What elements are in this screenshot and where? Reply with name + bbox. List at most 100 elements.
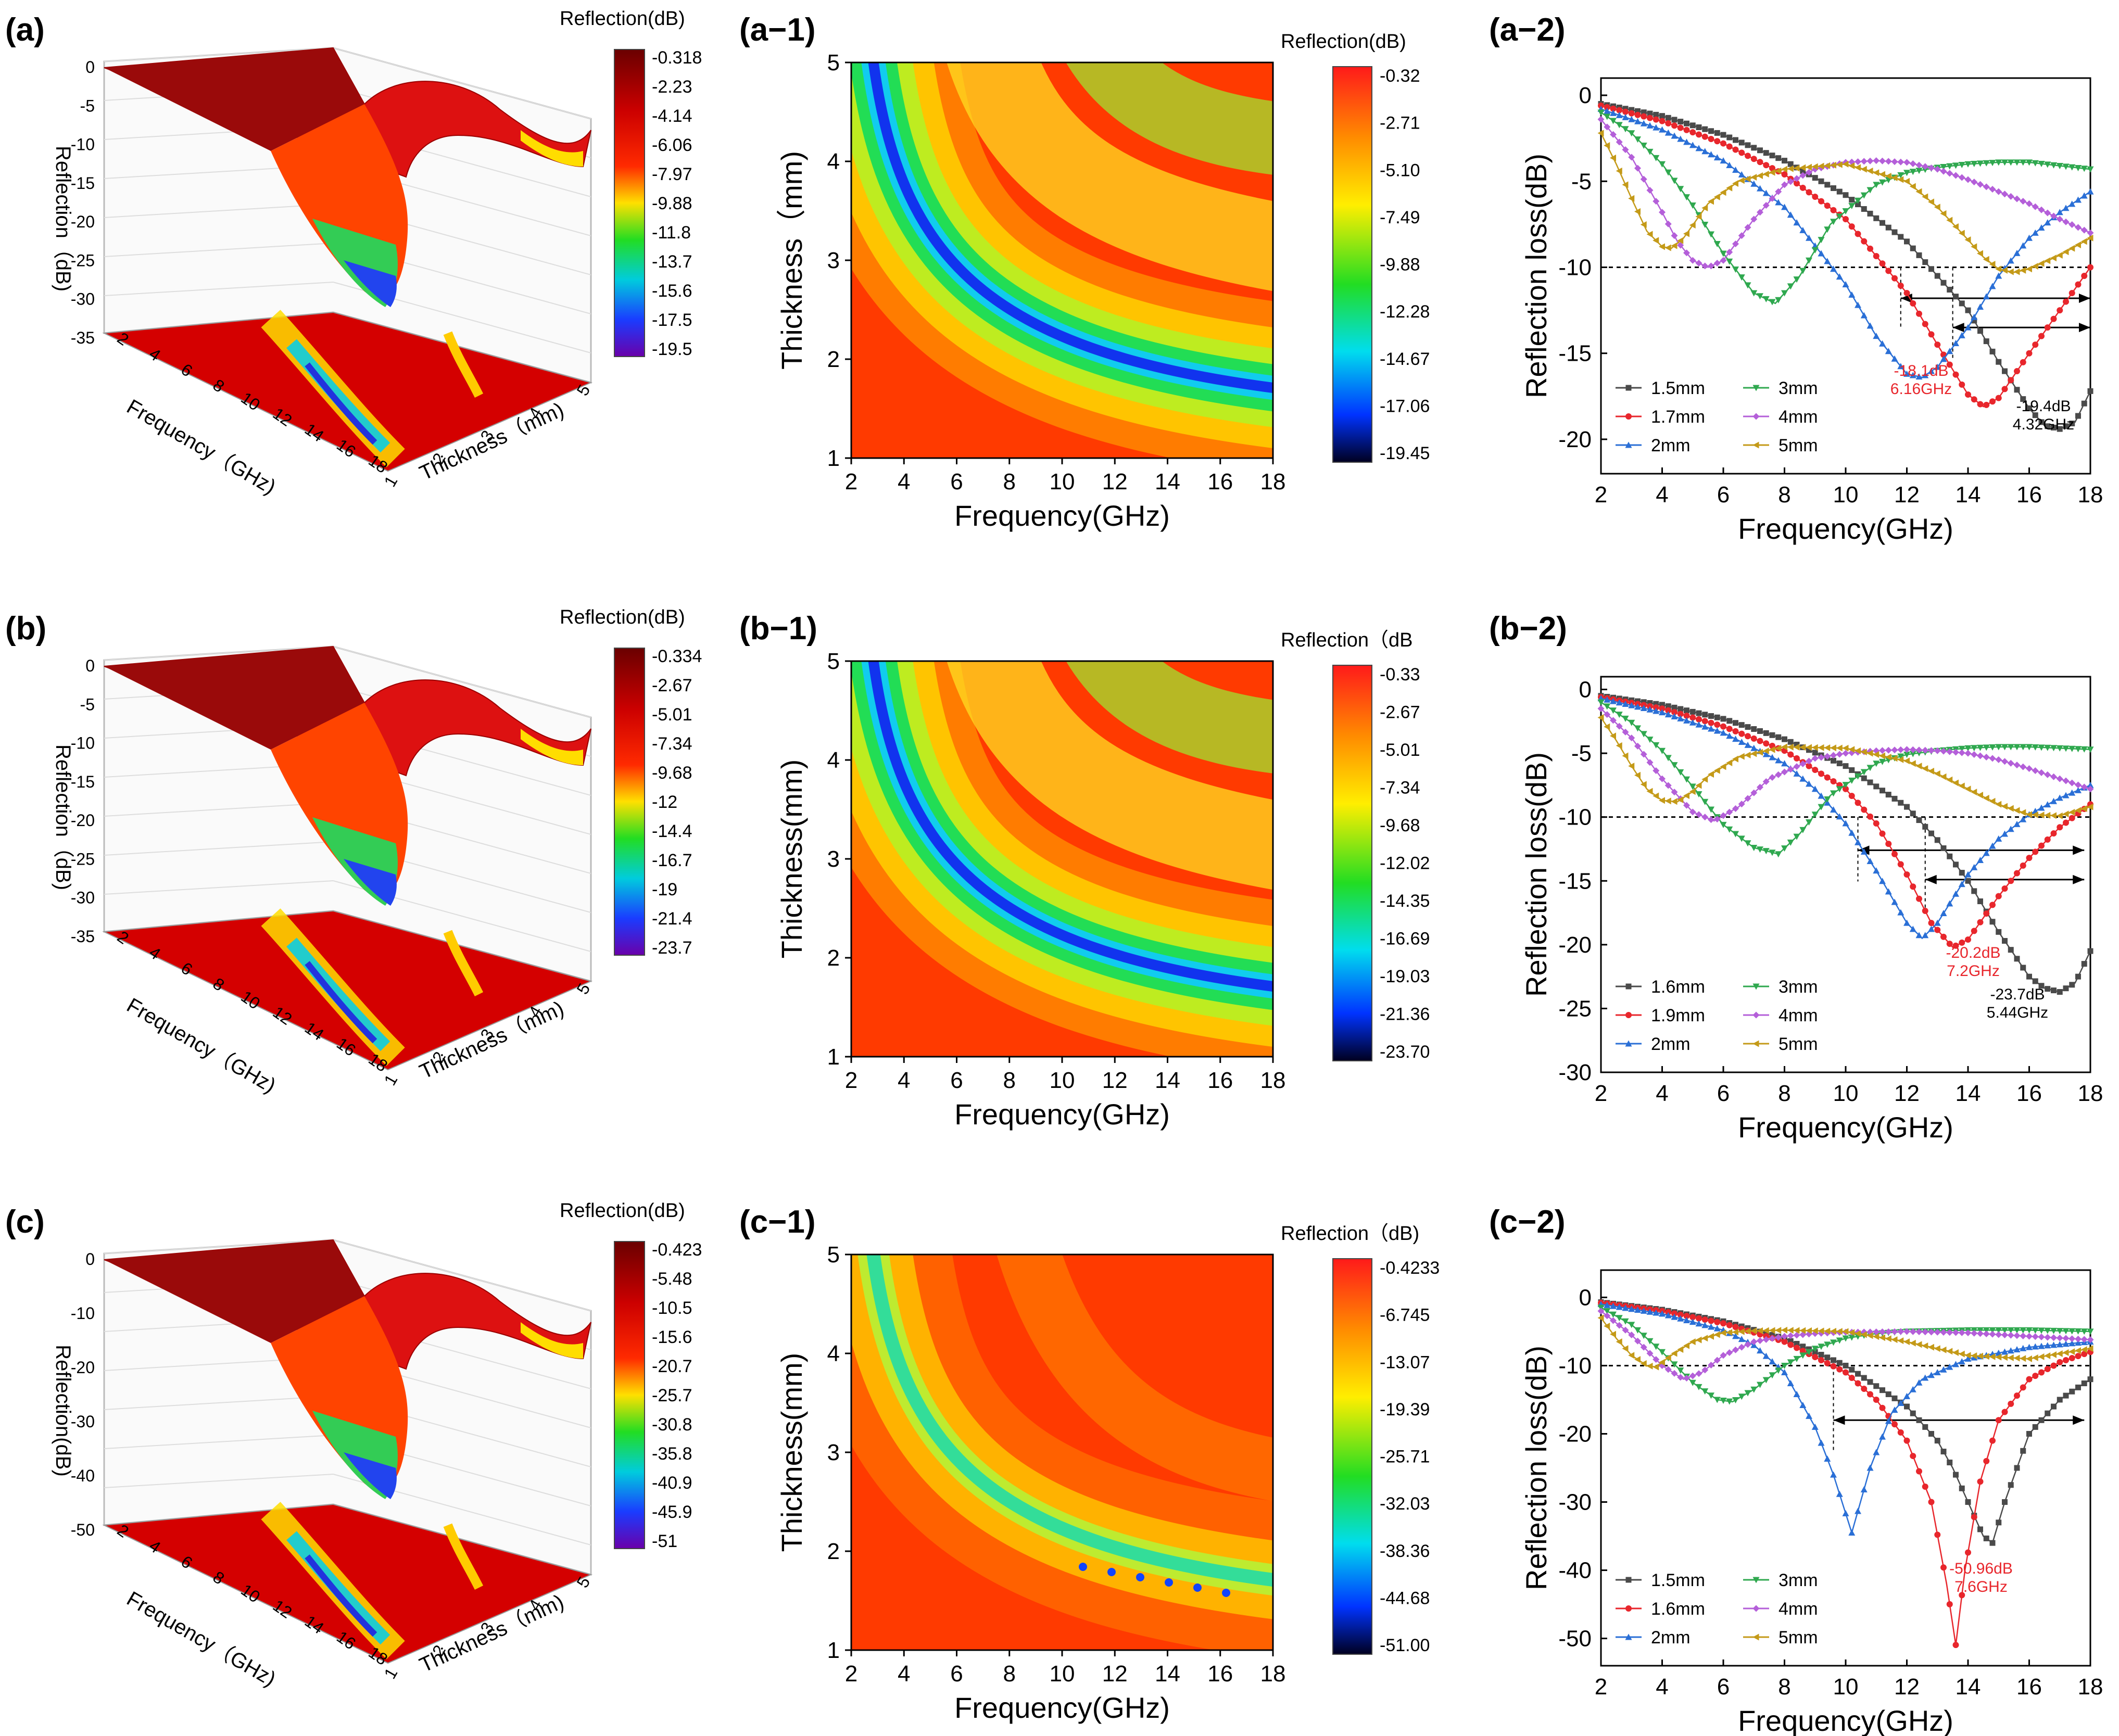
x-tick-label: 16 bbox=[1207, 1661, 1233, 1687]
z-tick-label: -15 bbox=[71, 772, 95, 791]
data-point bbox=[1775, 297, 1782, 303]
data-point bbox=[1996, 929, 2002, 935]
data-point bbox=[1695, 145, 1702, 151]
data-point bbox=[1671, 1350, 1677, 1357]
data-point bbox=[1653, 707, 1660, 714]
legend-label: 3mm bbox=[1779, 977, 1818, 997]
data-point bbox=[1625, 983, 1632, 990]
data-point bbox=[2007, 1347, 2014, 1354]
data-point bbox=[1811, 163, 1818, 170]
y-tick-label: 3 bbox=[827, 1440, 840, 1465]
arrow-head-right bbox=[2079, 323, 2090, 333]
data-point bbox=[1897, 176, 1904, 183]
data-point bbox=[2032, 1373, 2039, 1379]
y-tick-label: -15 bbox=[1558, 868, 1592, 894]
z-tick-label: -20 bbox=[71, 212, 95, 231]
surface-edge-yellow bbox=[521, 729, 583, 765]
colorbar-tick: -25.7 bbox=[652, 1386, 692, 1405]
data-point bbox=[1646, 122, 1654, 129]
data-point bbox=[1916, 817, 1922, 823]
data-point bbox=[1622, 146, 1629, 153]
data-point bbox=[1799, 268, 1807, 274]
data-point bbox=[2056, 812, 2063, 819]
data-point bbox=[1885, 746, 1892, 754]
data-point bbox=[2062, 163, 2070, 170]
data-point bbox=[1995, 159, 2002, 166]
data-point bbox=[1873, 751, 1880, 758]
data-point bbox=[2038, 1327, 2045, 1334]
data-point bbox=[1866, 858, 1874, 865]
data-point bbox=[1689, 1319, 1696, 1325]
data-point bbox=[1934, 919, 1941, 926]
data-point bbox=[1762, 1352, 1770, 1359]
data-point bbox=[1799, 744, 1806, 751]
data-point bbox=[1616, 742, 1622, 749]
colorbar bbox=[614, 1241, 645, 1549]
data-point bbox=[2080, 192, 2088, 199]
data-point bbox=[1763, 730, 1769, 736]
data-point bbox=[1812, 750, 1818, 756]
data-point bbox=[1750, 789, 1758, 796]
data-point bbox=[1952, 371, 1959, 378]
data-point bbox=[2068, 815, 2075, 821]
data-point bbox=[1867, 1379, 1873, 1385]
y-axis-title: Reflection loss(dB) bbox=[1520, 1346, 1553, 1590]
data-point bbox=[1695, 1336, 1702, 1344]
legend-label: 1.5mm bbox=[1651, 1570, 1705, 1590]
data-point bbox=[2032, 229, 2039, 236]
x-axis-title: Frequency（GHz) bbox=[123, 1587, 280, 1691]
data-point bbox=[2087, 1336, 2094, 1344]
data-point bbox=[1762, 751, 1770, 757]
data-point bbox=[1849, 197, 1855, 203]
data-point bbox=[1879, 260, 1886, 267]
data-point bbox=[2062, 1349, 2069, 1357]
data-point bbox=[1940, 1346, 1947, 1353]
data-point bbox=[1915, 188, 1922, 195]
z-tick-label: -5 bbox=[80, 96, 95, 115]
data-point bbox=[2044, 812, 2051, 819]
data-point bbox=[1762, 848, 1770, 855]
y-tick-label: 4 bbox=[827, 747, 840, 773]
data-point bbox=[1915, 168, 1923, 174]
data-point bbox=[1738, 730, 1745, 737]
data-point bbox=[1769, 850, 1776, 856]
data-point bbox=[1646, 231, 1653, 238]
data-point bbox=[1781, 760, 1788, 767]
data-point bbox=[1922, 1328, 1929, 1336]
data-point bbox=[1922, 823, 1928, 830]
data-point bbox=[1971, 396, 1977, 403]
data-point bbox=[1708, 816, 1714, 823]
data-point bbox=[2020, 1327, 2027, 1334]
data-point bbox=[1628, 1306, 1635, 1312]
arrow-head-left bbox=[1952, 323, 1964, 333]
data-point bbox=[1818, 1439, 1825, 1446]
data-point bbox=[1983, 794, 1989, 802]
data-point bbox=[2026, 1333, 2033, 1340]
data-point bbox=[1873, 1328, 1880, 1336]
data-point bbox=[2080, 238, 2087, 245]
data-point bbox=[2044, 771, 2051, 778]
data-point bbox=[1757, 728, 1763, 734]
legend-label: 3mm bbox=[1779, 378, 1818, 398]
data-point bbox=[1965, 878, 1971, 884]
data-point bbox=[1799, 172, 1807, 179]
data-point bbox=[1885, 888, 1892, 895]
data-point bbox=[1909, 1386, 1916, 1392]
z-tick-label: -10 bbox=[71, 135, 95, 154]
data-point bbox=[2044, 1342, 2051, 1349]
data-point bbox=[1708, 725, 1714, 732]
data-point bbox=[1824, 226, 1831, 233]
data-point bbox=[2068, 789, 2076, 796]
data-point bbox=[1940, 933, 1947, 940]
data-point bbox=[1628, 734, 1635, 742]
data-point bbox=[1640, 1307, 1647, 1314]
data-point bbox=[1757, 185, 1763, 192]
data-point bbox=[2050, 1341, 2057, 1348]
data-point bbox=[1964, 236, 1971, 244]
colorbar-tick: -14.35 bbox=[1380, 891, 1430, 911]
colorbar-title: Reflection(dB) bbox=[1281, 31, 1406, 53]
data-point bbox=[1640, 781, 1647, 788]
data-point bbox=[1952, 162, 1959, 169]
x-tick-label: 6 bbox=[950, 1661, 963, 1687]
data-point bbox=[1708, 1317, 1714, 1324]
